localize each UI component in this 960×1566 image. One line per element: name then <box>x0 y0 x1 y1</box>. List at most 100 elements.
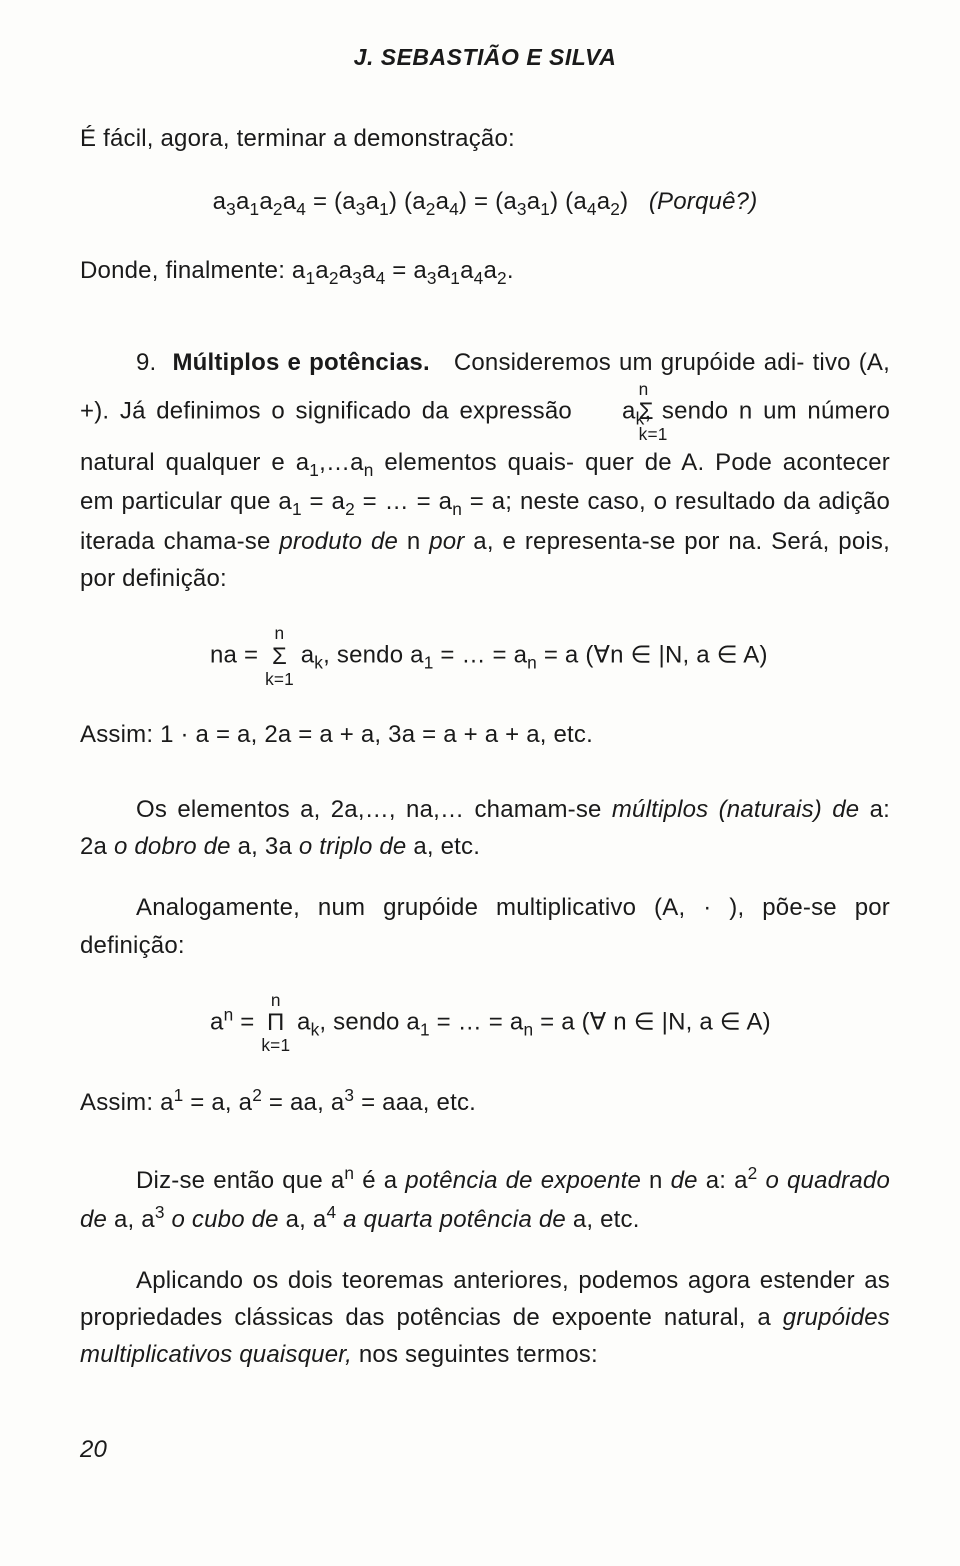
text: = a (∀ n ∈ |N, a ∈ A) <box>533 1008 771 1035</box>
text: = a <box>302 488 345 515</box>
sigma-icon: n Σ k=1 <box>583 381 612 444</box>
text: na = <box>210 642 258 669</box>
sup: n <box>583 381 612 398</box>
sub: 2 <box>345 499 355 519</box>
italic: potência de expoente <box>405 1167 649 1194</box>
sub: 4 <box>296 199 306 219</box>
sup: n <box>344 1163 354 1183</box>
sup: n <box>261 992 290 1009</box>
intro-line: É fácil, agora, terminar a demonstração: <box>80 120 890 157</box>
italic: o dobro de <box>114 833 238 860</box>
sub: 2 <box>273 199 283 219</box>
section-9: 9. Múltiplos e potências. Consideremos u… <box>80 344 890 597</box>
sub: 4 <box>376 268 386 288</box>
product-icon: n Π k=1 <box>261 992 290 1055</box>
sub: 3 <box>427 268 437 288</box>
pi: Π <box>261 1011 290 1035</box>
eq-text: a3a1a2a4 = (a3a1) (a2a4) = (a3a1) (a4a2)… <box>213 188 758 215</box>
italic: de <box>663 1167 706 1194</box>
text: a, a <box>114 1206 155 1233</box>
text: , sendo a <box>323 642 424 669</box>
sub: 1 <box>450 268 460 288</box>
text: Diz-se então que a <box>136 1167 344 1194</box>
text: a <box>297 1008 311 1035</box>
sub: k=1 <box>261 1037 290 1054</box>
section-title: Múltiplos e potências. <box>172 349 429 376</box>
sup: 4 <box>326 1202 336 1222</box>
sub: 2 <box>497 268 507 288</box>
italic: a quarta potência de <box>336 1206 573 1233</box>
text: a <box>210 1008 224 1035</box>
sub: 3 <box>226 199 236 219</box>
text: = … = a <box>434 642 528 669</box>
sub: 2 <box>426 199 436 219</box>
sub: k=1 <box>265 671 294 688</box>
text: a, a <box>286 1206 327 1233</box>
text: = a, a <box>183 1089 252 1116</box>
analogamente-para: Analogamente, num grupóide multiplicativ… <box>80 889 890 963</box>
italic: o triplo de <box>299 833 413 860</box>
text: = … = a <box>355 488 452 515</box>
italic: por <box>429 528 473 555</box>
sub: n <box>523 1019 533 1039</box>
text: a <box>622 398 636 425</box>
assim-2: Assim: a1 = a, a2 = aa, a3 = aaa, etc. <box>80 1082 890 1121</box>
text: Donde, finalmente: a <box>80 257 305 284</box>
text: elementos quais- <box>374 449 575 476</box>
sub: 4 <box>474 268 484 288</box>
text: = … = a <box>430 1008 524 1035</box>
text: a, 3a <box>238 833 299 860</box>
spacer <box>80 1146 890 1160</box>
sub: 1 <box>424 653 434 673</box>
text: Aplicando os dois teoremas anteriores, p… <box>80 1267 890 1331</box>
sup: 1 <box>174 1085 184 1105</box>
sub: k <box>314 653 323 673</box>
sub: 1 <box>540 199 550 219</box>
sub: 1 <box>420 1019 430 1039</box>
sup: 3 <box>155 1202 165 1222</box>
sub: 3 <box>356 199 366 219</box>
text: a <box>301 642 315 669</box>
multiplos-para: Os elementos a, 2a,…, na,… chamam-se múl… <box>80 791 890 865</box>
assim-1: Assim: 1 · a = a, 2a = a + a, 3a = a + a… <box>80 716 890 753</box>
text: , sendo a <box>319 1008 420 1035</box>
sup: 2 <box>748 1163 758 1183</box>
text: Assim: a <box>80 1089 174 1116</box>
potencia-para: Diz-se então que an é a potência de expo… <box>80 1160 890 1238</box>
sub: 1 <box>379 199 389 219</box>
author-header: J. SEBASTIÃO E SILVA <box>80 40 890 76</box>
section-number: 9. <box>136 349 156 376</box>
sub: 1 <box>292 499 302 519</box>
sub: 3 <box>352 268 362 288</box>
text: a: a <box>706 1167 748 1194</box>
text: é a <box>354 1167 405 1194</box>
spacer <box>80 316 890 344</box>
text: Consideremos um grupóide adi- <box>454 349 805 376</box>
sub: 2 <box>329 268 339 288</box>
sub: 3 <box>517 199 527 219</box>
sub: n <box>364 460 374 480</box>
equation-2: na = n Σ k=1 ak, sendo a1 = … = an = a (… <box>210 625 890 688</box>
page-number: 20 <box>80 1431 890 1468</box>
italic: múltiplos (naturais) de <box>612 796 870 823</box>
sub: 4 <box>587 199 597 219</box>
text: = a; <box>462 488 512 515</box>
page: J. SEBASTIÃO E SILVA É fácil, agora, ter… <box>0 0 960 1566</box>
text: Os elementos a, 2a,…, na,… chamam-se <box>136 796 612 823</box>
text: a, etc. <box>573 1206 640 1233</box>
sigma-icon: n Σ k=1 <box>265 625 294 688</box>
italic: produto de <box>279 528 406 555</box>
text: nos seguintes termos: <box>359 1341 598 1368</box>
text: = <box>233 1008 254 1035</box>
text: = aaa, etc. <box>354 1089 476 1116</box>
text: ,…a <box>319 449 364 476</box>
sigma: Σ <box>583 400 612 424</box>
text: . <box>507 257 514 284</box>
sub: 1 <box>250 199 260 219</box>
sup: n <box>224 1004 234 1024</box>
sub: n <box>452 499 462 519</box>
teoremas-para: Aplicando os dois teoremas anteriores, p… <box>80 1262 890 1374</box>
text: = aa, a <box>262 1089 344 1116</box>
equation-3: an = n Π k=1 ak, sendo a1 = … = an = a (… <box>210 992 890 1055</box>
spacer <box>80 777 890 791</box>
